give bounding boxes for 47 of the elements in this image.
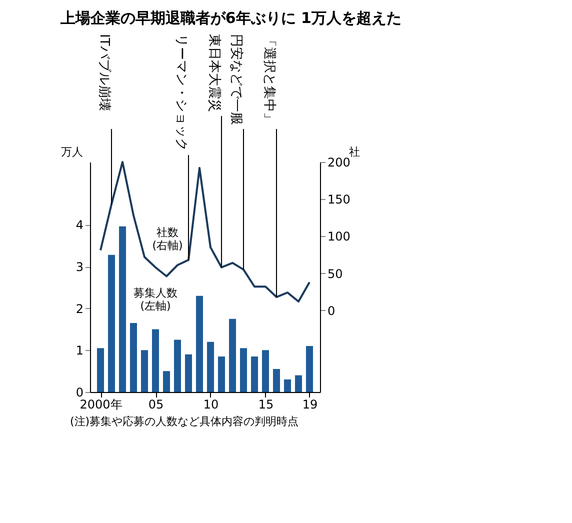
bar [130,323,137,392]
y-tick-label: 3 [76,260,84,274]
bar [207,342,214,392]
bar [185,354,192,392]
bar [240,348,247,392]
bar [251,356,258,392]
y2-tick-label: 0 [328,304,336,318]
bar [218,356,225,392]
bar [141,350,148,392]
y-tick-label: 1 [76,344,84,358]
text: (注)募集や応募の人数など具体内容の判明時点 [70,415,299,428]
bar [295,375,302,392]
bar [306,346,313,392]
bar [97,348,104,392]
chart-title: 上場企業の早期退職者が6年ぶりに 1万人を超えた [59,9,402,27]
ref-line-label: 円安などで一服 [228,34,244,125]
ref-line-label: 東日本大震災 [206,34,222,112]
x-tick-label: 10 [203,398,219,412]
x-tick-label: 2000年 [80,398,122,412]
bar [108,254,115,392]
bar [284,379,291,392]
y2-tick-label: 50 [328,266,343,281]
bar [152,329,159,392]
bar [262,350,269,392]
y2-tick-label: 100 [328,230,350,244]
ref-line-label: ITバブル崩壊 [96,34,112,111]
y-tick-label: 4 [76,218,84,232]
bar [273,369,280,392]
y-axis-title: 万人 [60,146,83,158]
y2-tick-label: 200 [328,156,350,170]
series-label: 社数 (右軸) [152,226,183,252]
y-tick-label: 2 [76,302,84,316]
ref-line-label: 「選択と集中」 [262,34,276,125]
x-tick-label: 15 [258,398,274,412]
x-tick-label: 19 [302,398,318,412]
ref-line-label: リーマン・ショック [174,34,188,151]
y2-tick-label: 150 [328,192,350,207]
bar [174,340,181,392]
bar [163,371,170,392]
y-tick-label: 0 [76,386,84,400]
bar [119,226,126,392]
bar [196,296,203,392]
bar [229,318,236,392]
series-label: 募集人数 (左軸) [134,286,178,312]
x-tick-label: 05 [148,398,164,412]
line-series [100,161,310,302]
y2-axis-title: 社 [348,146,360,158]
